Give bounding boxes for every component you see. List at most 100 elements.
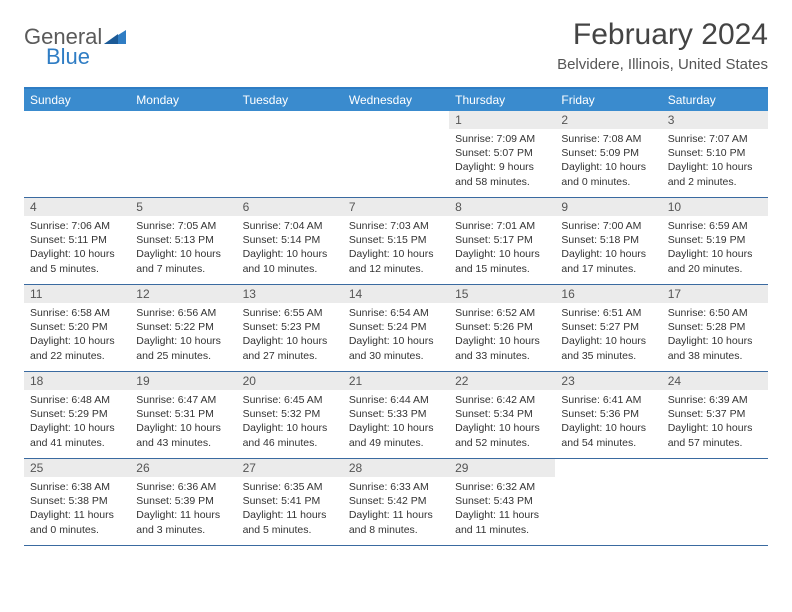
day-number: 17 (662, 285, 768, 303)
day-cell: 15Sunrise: 6:52 AMSunset: 5:26 PMDayligh… (449, 285, 555, 371)
day-number: 4 (24, 198, 130, 216)
day-cell: 3Sunrise: 7:07 AMSunset: 5:10 PMDaylight… (662, 111, 768, 197)
day-cell: 8Sunrise: 7:01 AMSunset: 5:17 PMDaylight… (449, 198, 555, 284)
day-header: Thursday (449, 89, 555, 111)
day-cell: 12Sunrise: 6:56 AMSunset: 5:22 PMDayligh… (130, 285, 236, 371)
day-data: Sunrise: 7:03 AMSunset: 5:15 PMDaylight:… (343, 216, 449, 282)
day-data: Sunrise: 6:56 AMSunset: 5:22 PMDaylight:… (130, 303, 236, 369)
week-row: 18Sunrise: 6:48 AMSunset: 5:29 PMDayligh… (24, 372, 768, 459)
day-data: Sunrise: 6:58 AMSunset: 5:20 PMDaylight:… (24, 303, 130, 369)
day-number: 15 (449, 285, 555, 303)
day-cell: 6Sunrise: 7:04 AMSunset: 5:14 PMDaylight… (237, 198, 343, 284)
day-cell: 10Sunrise: 6:59 AMSunset: 5:19 PMDayligh… (662, 198, 768, 284)
day-number: 10 (662, 198, 768, 216)
day-cell: . (555, 459, 661, 545)
day-header: Tuesday (237, 89, 343, 111)
day-cell: 22Sunrise: 6:42 AMSunset: 5:34 PMDayligh… (449, 372, 555, 458)
day-number: 3 (662, 111, 768, 129)
day-number: 13 (237, 285, 343, 303)
day-cell: 26Sunrise: 6:36 AMSunset: 5:39 PMDayligh… (130, 459, 236, 545)
day-cell: 2Sunrise: 7:08 AMSunset: 5:09 PMDaylight… (555, 111, 661, 197)
day-cell: . (343, 111, 449, 197)
week-row: . . . . 1Sunrise: 7:09 AMSunset: 5:07 PM… (24, 111, 768, 198)
day-data: Sunrise: 6:48 AMSunset: 5:29 PMDaylight:… (24, 390, 130, 456)
day-cell: 4Sunrise: 7:06 AMSunset: 5:11 PMDaylight… (24, 198, 130, 284)
day-number: 9 (555, 198, 661, 216)
day-cell: . (130, 111, 236, 197)
day-cell: 5Sunrise: 7:05 AMSunset: 5:13 PMDaylight… (130, 198, 236, 284)
day-number: 12 (130, 285, 236, 303)
day-cell: 28Sunrise: 6:33 AMSunset: 5:42 PMDayligh… (343, 459, 449, 545)
day-number: 19 (130, 372, 236, 390)
day-number: 25 (24, 459, 130, 477)
day-header: Sunday (24, 89, 130, 111)
day-number: 5 (130, 198, 236, 216)
day-data: Sunrise: 6:32 AMSunset: 5:43 PMDaylight:… (449, 477, 555, 543)
day-data: Sunrise: 7:04 AMSunset: 5:14 PMDaylight:… (237, 216, 343, 282)
day-cell: 29Sunrise: 6:32 AMSunset: 5:43 PMDayligh… (449, 459, 555, 545)
day-cell: . (662, 459, 768, 545)
day-cell: 19Sunrise: 6:47 AMSunset: 5:31 PMDayligh… (130, 372, 236, 458)
day-cell: 23Sunrise: 6:41 AMSunset: 5:36 PMDayligh… (555, 372, 661, 458)
day-data: Sunrise: 7:00 AMSunset: 5:18 PMDaylight:… (555, 216, 661, 282)
day-data: Sunrise: 7:08 AMSunset: 5:09 PMDaylight:… (555, 129, 661, 195)
day-header: Friday (555, 89, 661, 111)
day-data: Sunrise: 6:44 AMSunset: 5:33 PMDaylight:… (343, 390, 449, 456)
logo: General Blue (24, 18, 126, 70)
day-cell: 9Sunrise: 7:00 AMSunset: 5:18 PMDaylight… (555, 198, 661, 284)
day-cell: . (24, 111, 130, 197)
day-cell: . (237, 111, 343, 197)
day-number: 26 (130, 459, 236, 477)
day-data: Sunrise: 6:42 AMSunset: 5:34 PMDaylight:… (449, 390, 555, 456)
day-data: Sunrise: 6:50 AMSunset: 5:28 PMDaylight:… (662, 303, 768, 369)
day-data: Sunrise: 7:07 AMSunset: 5:10 PMDaylight:… (662, 129, 768, 195)
month-title: February 2024 (557, 18, 768, 52)
day-number: 7 (343, 198, 449, 216)
day-cell: 17Sunrise: 6:50 AMSunset: 5:28 PMDayligh… (662, 285, 768, 371)
day-number: 23 (555, 372, 661, 390)
day-number: 29 (449, 459, 555, 477)
location: Belvidere, Illinois, United States (557, 56, 768, 73)
day-header: Wednesday (343, 89, 449, 111)
day-number: 27 (237, 459, 343, 477)
day-number: 16 (555, 285, 661, 303)
day-number: 18 (24, 372, 130, 390)
day-data: Sunrise: 6:55 AMSunset: 5:23 PMDaylight:… (237, 303, 343, 369)
day-data: Sunrise: 7:09 AMSunset: 5:07 PMDaylight:… (449, 129, 555, 195)
day-cell: 21Sunrise: 6:44 AMSunset: 5:33 PMDayligh… (343, 372, 449, 458)
day-number: 6 (237, 198, 343, 216)
day-data: Sunrise: 6:41 AMSunset: 5:36 PMDaylight:… (555, 390, 661, 456)
day-data: Sunrise: 6:47 AMSunset: 5:31 PMDaylight:… (130, 390, 236, 456)
day-number: 14 (343, 285, 449, 303)
title-block: February 2024 Belvidere, Illinois, Unite… (557, 18, 768, 73)
day-cell: 13Sunrise: 6:55 AMSunset: 5:23 PMDayligh… (237, 285, 343, 371)
day-cell: 20Sunrise: 6:45 AMSunset: 5:32 PMDayligh… (237, 372, 343, 458)
day-number: 28 (343, 459, 449, 477)
day-data: Sunrise: 7:01 AMSunset: 5:17 PMDaylight:… (449, 216, 555, 282)
day-number: 1 (449, 111, 555, 129)
day-number: 20 (237, 372, 343, 390)
day-data: Sunrise: 6:39 AMSunset: 5:37 PMDaylight:… (662, 390, 768, 456)
day-data: Sunrise: 6:51 AMSunset: 5:27 PMDaylight:… (555, 303, 661, 369)
day-data: Sunrise: 6:54 AMSunset: 5:24 PMDaylight:… (343, 303, 449, 369)
day-number: 24 (662, 372, 768, 390)
day-number: 22 (449, 372, 555, 390)
logo-triangle-icon (104, 28, 126, 49)
day-data: Sunrise: 7:06 AMSunset: 5:11 PMDaylight:… (24, 216, 130, 282)
day-cell: 7Sunrise: 7:03 AMSunset: 5:15 PMDaylight… (343, 198, 449, 284)
day-data: Sunrise: 6:36 AMSunset: 5:39 PMDaylight:… (130, 477, 236, 543)
day-data: Sunrise: 6:59 AMSunset: 5:19 PMDaylight:… (662, 216, 768, 282)
day-data: Sunrise: 6:35 AMSunset: 5:41 PMDaylight:… (237, 477, 343, 543)
day-cell: 16Sunrise: 6:51 AMSunset: 5:27 PMDayligh… (555, 285, 661, 371)
day-cell: 14Sunrise: 6:54 AMSunset: 5:24 PMDayligh… (343, 285, 449, 371)
day-data: Sunrise: 6:52 AMSunset: 5:26 PMDaylight:… (449, 303, 555, 369)
day-data: Sunrise: 6:45 AMSunset: 5:32 PMDaylight:… (237, 390, 343, 456)
day-header-row: SundayMondayTuesdayWednesdayThursdayFrid… (24, 89, 768, 111)
day-header: Saturday (662, 89, 768, 111)
day-data: Sunrise: 6:33 AMSunset: 5:42 PMDaylight:… (343, 477, 449, 543)
day-data: Sunrise: 6:38 AMSunset: 5:38 PMDaylight:… (24, 477, 130, 543)
day-header: Monday (130, 89, 236, 111)
day-cell: 25Sunrise: 6:38 AMSunset: 5:38 PMDayligh… (24, 459, 130, 545)
calendar: SundayMondayTuesdayWednesdayThursdayFrid… (24, 87, 768, 546)
week-row: 25Sunrise: 6:38 AMSunset: 5:38 PMDayligh… (24, 459, 768, 546)
